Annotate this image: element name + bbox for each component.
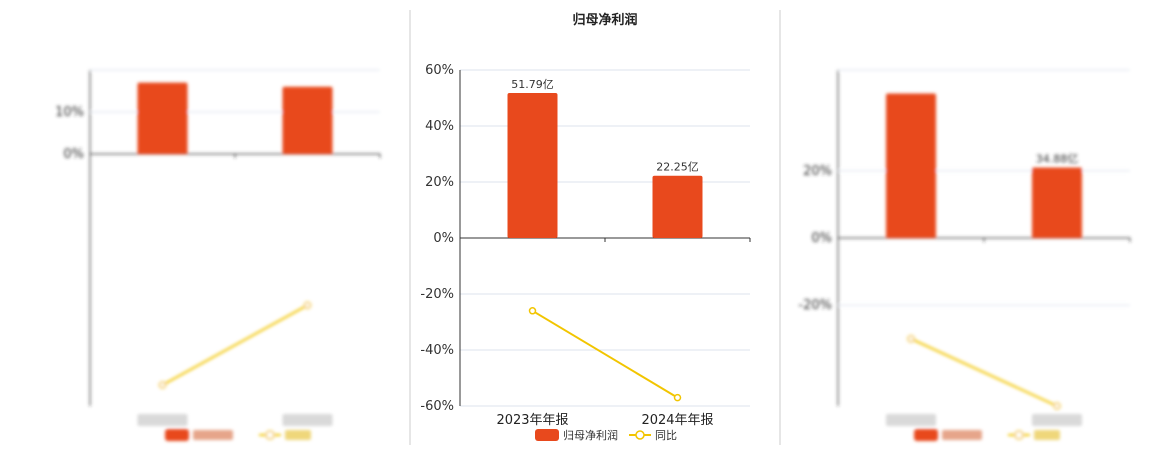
y-tick-label: 0% [811, 231, 832, 246]
bar [282, 86, 333, 154]
bar [1032, 167, 1082, 238]
category-label-placeholder [1032, 414, 1082, 426]
bar [886, 93, 936, 239]
legend-line-label-placeholder [285, 430, 311, 440]
legend: 归母净利润 同比 [535, 428, 677, 442]
legend-line-marker [265, 430, 275, 440]
legend-line-label-placeholder [1034, 430, 1060, 440]
bar [137, 82, 188, 154]
y-tick-label: 0% [63, 147, 84, 162]
category-label-placeholder [886, 414, 936, 426]
chart-title: 归母净利润 [572, 12, 637, 28]
y-tick-label: -60% [420, 399, 454, 414]
bar [507, 92, 558, 238]
bar-data-label: 51.79亿 [511, 78, 554, 91]
legend-bar-swatch [535, 429, 559, 441]
bar-data-label: 22.25亿 [656, 161, 699, 174]
y-tick-label: 60% [425, 63, 454, 78]
yoy-line [910, 337, 1058, 407]
legend-bar-label-placeholder [193, 430, 233, 440]
legend [914, 429, 1060, 441]
y-tick-label: 0% [433, 231, 454, 246]
chart-panel-1: 0% 10% [55, 69, 381, 441]
legend-bar-label-placeholder [942, 430, 982, 440]
category-label: 2024年年报 [641, 413, 713, 428]
chart-panel-3: -20% 0% 20% 34.88亿 [798, 69, 1131, 441]
legend-line-marker [635, 430, 645, 440]
category-label: 2023年年报 [496, 413, 568, 428]
y-tick-label: 20% [803, 164, 832, 179]
y-tick-label: -20% [420, 287, 454, 302]
yoy-point [303, 301, 312, 309]
yoy-point [1053, 402, 1061, 410]
category-label-placeholder [137, 414, 188, 426]
yoy-point [673, 393, 682, 402]
yoy-line [162, 304, 308, 386]
legend-bar-label: 归母净利润 [563, 428, 618, 442]
y-tick-label: 40% [425, 119, 454, 134]
bar [652, 175, 703, 238]
y-tick-label: 10% [55, 105, 84, 120]
chart-panel-2: 归母净利润 -60% -40% -20% 0% 20% 40% 60% 51.79亿 22.25亿… [420, 12, 751, 442]
legend-line-label: 同比 [655, 429, 677, 442]
bar-data-label: 34.88亿 [1036, 152, 1079, 165]
legend-bar-swatch [165, 429, 189, 441]
yoy-point [158, 381, 167, 389]
legend-line-marker [1014, 430, 1024, 440]
category-label-placeholder [282, 414, 333, 426]
yoy-line [531, 309, 679, 399]
yoy-point [528, 307, 537, 315]
y-tick-label: 20% [425, 175, 454, 190]
y-tick-label: -40% [420, 343, 454, 358]
y-tick-label: -20% [798, 298, 832, 313]
legend [165, 429, 311, 441]
legend-bar-swatch [914, 429, 938, 441]
yoy-point [907, 335, 915, 343]
